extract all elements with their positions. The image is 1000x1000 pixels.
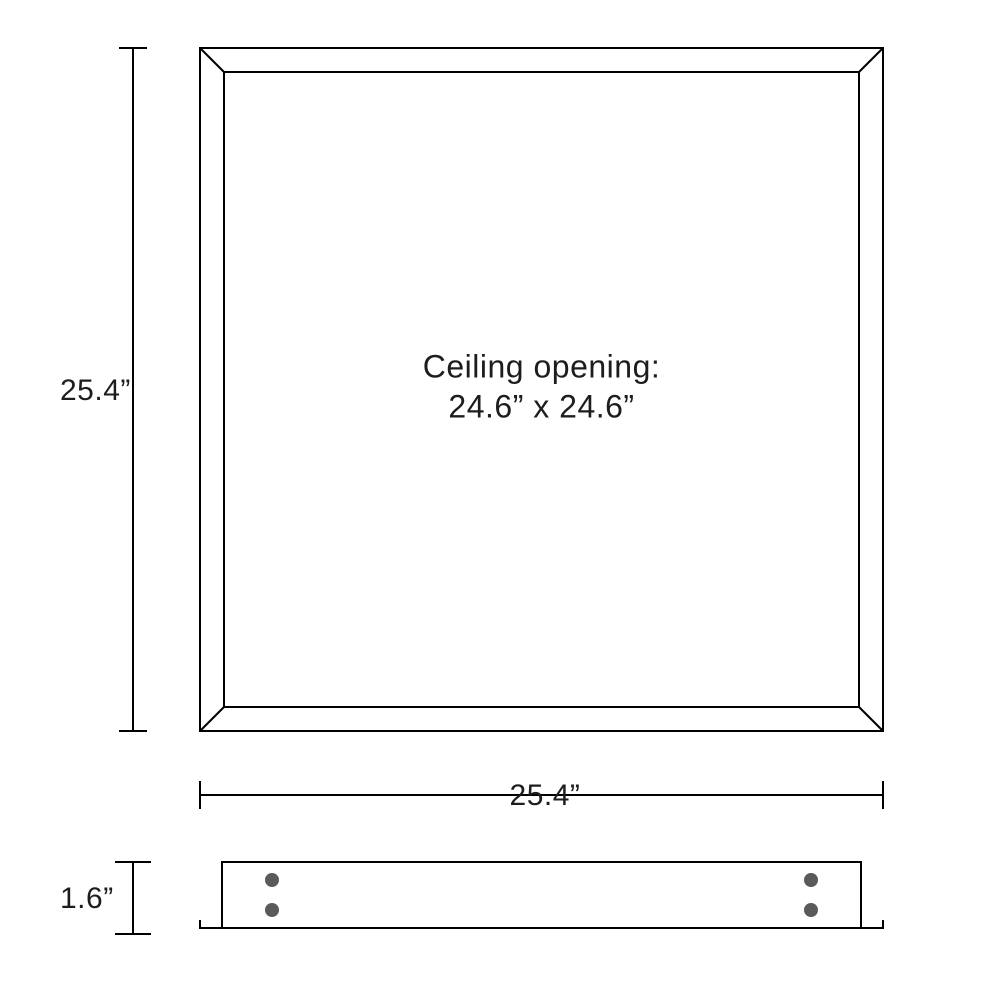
side-screw [804, 903, 818, 917]
bevel-edge [859, 707, 883, 731]
bevel-edge [859, 48, 883, 72]
bevel-edge [200, 48, 224, 72]
dim-height-label: 25.4” [60, 374, 131, 407]
technical-drawing: Ceiling opening: 24.6” x 24.6” 25.4” 25.4” 1… [0, 0, 1000, 1000]
side-screw [265, 903, 279, 917]
dim-depth-label: 1.6” [60, 882, 114, 915]
dim-width-label: 25.4” [510, 779, 581, 812]
ceiling-opening-label-line2: 24.6” x 24.6” [448, 389, 634, 425]
side-body [222, 862, 861, 928]
side-screw [265, 873, 279, 887]
side-flange [200, 920, 883, 928]
side-screw [804, 873, 818, 887]
ceiling-opening-label-line1: Ceiling opening: [423, 349, 661, 385]
bevel-edge [200, 707, 224, 731]
